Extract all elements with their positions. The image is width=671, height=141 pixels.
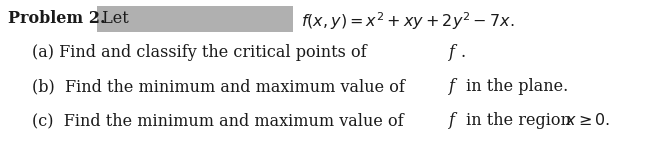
Text: (b)  Find the minimum and maximum value of: (b) Find the minimum and maximum value o…	[32, 78, 410, 95]
Text: f: f	[449, 112, 455, 129]
Text: (c)  Find the minimum and maximum value of: (c) Find the minimum and maximum value o…	[32, 112, 409, 129]
Text: $x \geq 0.$: $x \geq 0.$	[565, 112, 610, 129]
Bar	[97, 6, 293, 32]
Text: in the region: in the region	[461, 112, 576, 129]
Text: .: .	[461, 44, 466, 61]
Text: f: f	[449, 44, 455, 61]
Text: Problem 2.: Problem 2.	[8, 10, 105, 27]
Text: Let: Let	[97, 10, 134, 27]
Text: f: f	[449, 78, 455, 95]
Text: (a) Find and classify the critical points of: (a) Find and classify the critical point…	[32, 44, 372, 61]
Text: in the plane.: in the plane.	[461, 78, 568, 95]
Text: $f(x, y) = x^2 + xy + 2y^2 - 7x.$: $f(x, y) = x^2 + xy + 2y^2 - 7x.$	[301, 10, 515, 32]
